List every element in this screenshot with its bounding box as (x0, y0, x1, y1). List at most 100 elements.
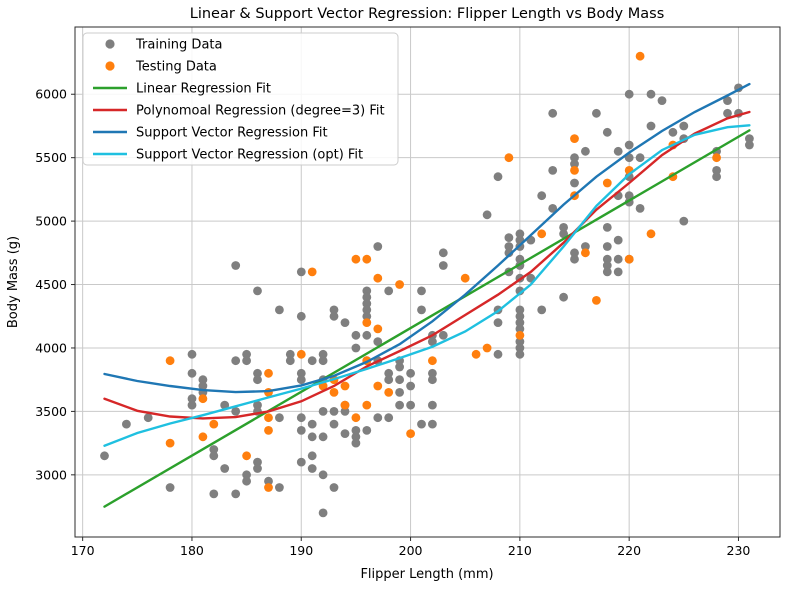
training-point (548, 204, 558, 213)
training-point (253, 286, 262, 296)
training-point (406, 368, 415, 378)
training-point (438, 330, 448, 340)
training-point (242, 349, 252, 359)
x-tick-label: 170 (71, 543, 95, 558)
training-point (187, 394, 197, 404)
training-point (537, 305, 547, 315)
training-point (679, 121, 689, 131)
training-point (362, 292, 372, 302)
testing-point (264, 426, 273, 435)
testing-point (602, 178, 612, 188)
training-point (581, 242, 590, 251)
training-point (362, 311, 372, 321)
training-point (318, 356, 328, 366)
training-point (296, 426, 306, 435)
training-point (296, 413, 306, 423)
testing-point (198, 432, 208, 442)
axes-spines (74, 26, 781, 538)
training-point (165, 483, 175, 492)
training-point (209, 451, 219, 461)
training-point (504, 248, 514, 258)
training-point (253, 457, 262, 467)
training-point (559, 229, 568, 239)
training-point (493, 172, 503, 182)
training-point (646, 89, 656, 99)
testing-point (471, 349, 481, 359)
training-point (515, 305, 525, 315)
training-point (395, 400, 404, 410)
training-point (438, 261, 448, 270)
training-point (307, 464, 317, 473)
training-point (253, 464, 262, 473)
training-point (504, 242, 514, 251)
legend-label: Training Data (135, 38, 222, 53)
training-point (362, 426, 372, 435)
training-point (285, 356, 295, 366)
tick-layer: 170 180 190 200 210 220 230 3000 3500 4000 4500 500… (35, 87, 750, 558)
training-point (198, 381, 208, 391)
training-point (417, 286, 426, 296)
training-point (723, 108, 732, 118)
training-point (657, 96, 667, 105)
training-point (613, 235, 623, 245)
testing-point (340, 381, 350, 391)
training-point (438, 248, 448, 258)
training-point (384, 375, 394, 385)
training-point (515, 254, 525, 264)
training-point (318, 470, 328, 480)
training-point (635, 204, 645, 213)
training-point (406, 381, 415, 391)
training-point (187, 368, 197, 378)
y-tick-label: 6000 (35, 87, 67, 102)
training-point (351, 432, 361, 442)
training-point (482, 210, 492, 220)
testing-point (460, 273, 470, 283)
y-tick-label: 3000 (35, 467, 67, 482)
training-point (209, 489, 219, 499)
testing-point (362, 400, 372, 410)
training-point (559, 292, 568, 302)
training-point (570, 254, 579, 264)
training-point (122, 419, 131, 429)
training-point (635, 153, 645, 163)
training-point (253, 368, 262, 378)
x-axis-label: Flipper Length (mm) (360, 567, 493, 582)
training-point (209, 445, 219, 454)
training-point (428, 400, 437, 410)
training-point (231, 261, 241, 270)
training-point (253, 400, 262, 410)
testing-point (570, 134, 579, 144)
training-point (296, 368, 306, 378)
testing-point (329, 388, 339, 397)
testing-point (515, 330, 525, 340)
testing-point (624, 254, 634, 264)
testing-point (264, 368, 273, 378)
training-point (307, 451, 317, 461)
training-point (624, 172, 634, 182)
training-point (504, 233, 514, 243)
testing-point (537, 229, 547, 239)
training-point (515, 229, 525, 239)
testing-point (504, 153, 514, 163)
training-point (362, 305, 372, 315)
training-point (231, 356, 241, 366)
testing-point (362, 254, 372, 264)
training-point (602, 223, 612, 232)
x-tick-label: 230 (727, 543, 751, 558)
legend-label: Support Vector Regression Fit (136, 126, 328, 141)
data-layer (100, 51, 754, 518)
training-point (296, 457, 306, 467)
testing-point (264, 413, 273, 423)
svr-opt-line (103, 124, 751, 447)
polynomial-regression-line (103, 110, 751, 420)
training-point (340, 318, 350, 327)
training-point (428, 419, 437, 429)
training-point (362, 286, 372, 296)
testing-point (242, 451, 252, 461)
testing-point (340, 400, 350, 410)
training-point (340, 407, 350, 416)
testing-point (428, 356, 437, 366)
training-point (417, 305, 426, 315)
training-point (395, 375, 404, 385)
